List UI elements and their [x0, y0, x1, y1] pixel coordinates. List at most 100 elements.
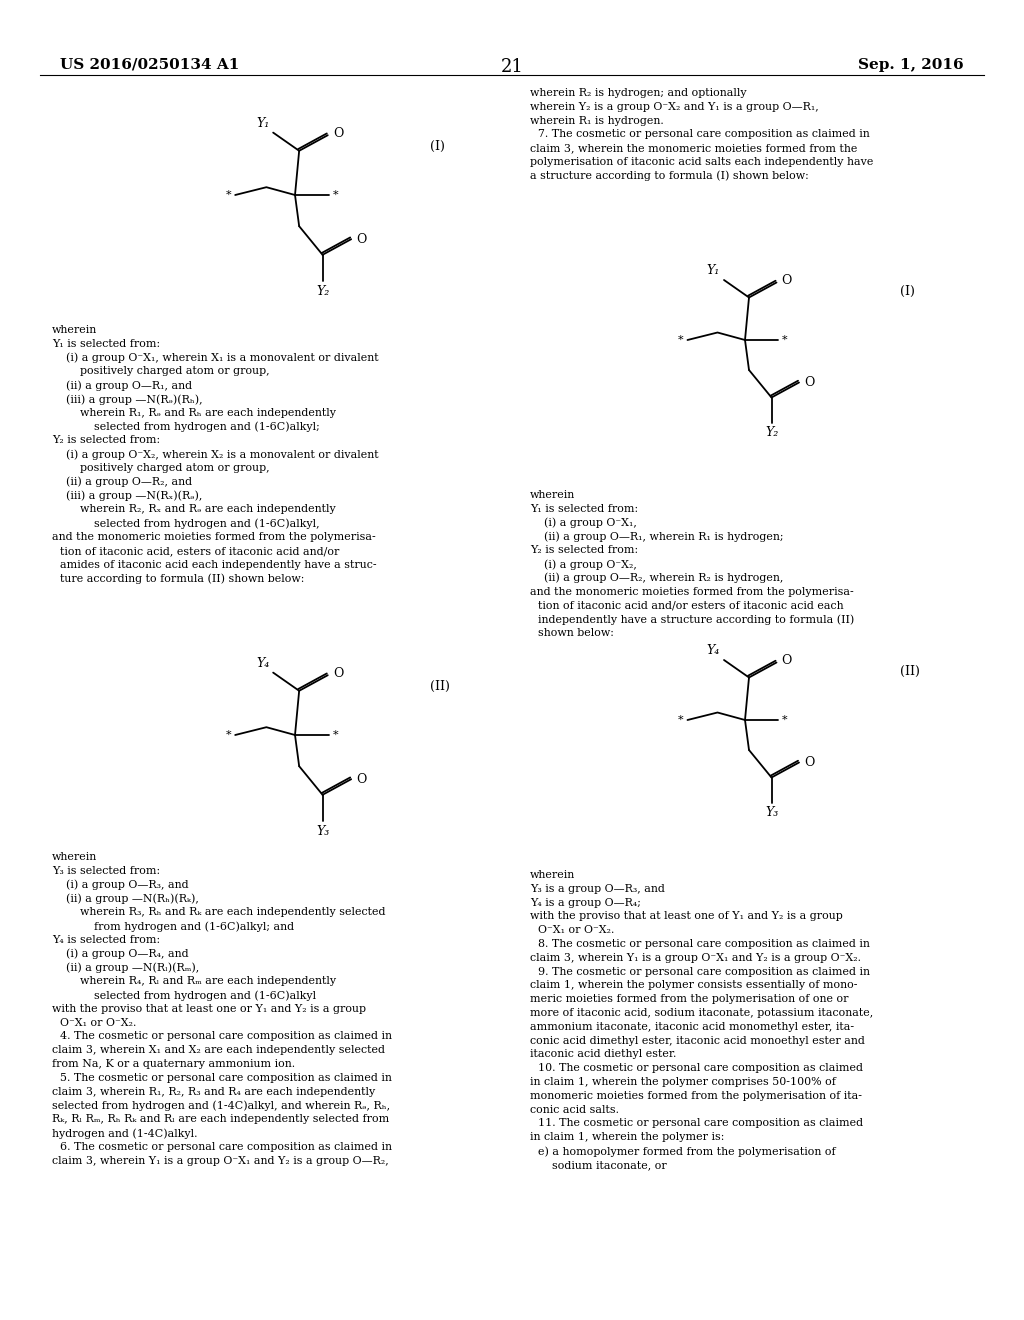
Text: amides of itaconic acid each independently have a struc-: amides of itaconic acid each independent…: [60, 560, 377, 570]
Text: *: *: [781, 715, 787, 725]
Text: wherein: wherein: [530, 490, 575, 500]
Text: wherein R₃, Rₕ and Rₖ are each independently selected: wherein R₃, Rₕ and Rₖ are each independe…: [80, 907, 385, 917]
Text: O: O: [333, 127, 343, 140]
Text: meric moieties formed from the polymerisation of one or: meric moieties formed from the polymeris…: [530, 994, 849, 1005]
Text: (ii) a group —N(Rₕ)(Rₖ),: (ii) a group —N(Rₕ)(Rₖ),: [66, 894, 199, 904]
Text: O⁻X₁ or O⁻X₂.: O⁻X₁ or O⁻X₂.: [60, 1018, 136, 1027]
Text: from Na, K or a quaternary ammonium ion.: from Na, K or a quaternary ammonium ion.: [52, 1059, 295, 1069]
Text: 8. The cosmetic or personal care composition as claimed in: 8. The cosmetic or personal care composi…: [538, 939, 869, 949]
Text: polymerisation of itaconic acid salts each independently have: polymerisation of itaconic acid salts ea…: [530, 157, 873, 168]
Text: selected from hydrogen and (1-6C)alkyl,: selected from hydrogen and (1-6C)alkyl,: [94, 519, 319, 529]
Text: (ii) a group O—R₁, and: (ii) a group O—R₁, and: [66, 380, 193, 391]
Text: (II): (II): [900, 665, 920, 678]
Text: claim 3, wherein Y₁ is a group O⁻X₁ and Y₂ is a group O—R₂,: claim 3, wherein Y₁ is a group O⁻X₁ and …: [52, 1155, 389, 1166]
Text: positively charged atom or group,: positively charged atom or group,: [80, 367, 269, 376]
Text: Y₁: Y₁: [256, 116, 269, 129]
Text: from hydrogen and (1-6C)alkyl; and: from hydrogen and (1-6C)alkyl; and: [94, 921, 294, 932]
Text: and the monomeric moieties formed from the polymerisa-: and the monomeric moieties formed from t…: [52, 532, 376, 543]
Text: wherein: wherein: [52, 325, 97, 335]
Text: 7. The cosmetic or personal care composition as claimed in: 7. The cosmetic or personal care composi…: [538, 129, 869, 140]
Text: 5. The cosmetic or personal care composition as claimed in: 5. The cosmetic or personal care composi…: [60, 1073, 392, 1082]
Text: *: *: [333, 730, 338, 741]
Text: Y₃ is selected from:: Y₃ is selected from:: [52, 866, 160, 875]
Text: Y₄: Y₄: [256, 656, 269, 669]
Text: independently have a structure according to formula (II): independently have a structure according…: [538, 614, 854, 624]
Text: Y₁: Y₁: [707, 264, 720, 277]
Text: hydrogen and (1-4C)alkyl.: hydrogen and (1-4C)alkyl.: [52, 1129, 198, 1139]
Text: (I): (I): [430, 140, 444, 153]
Text: *: *: [225, 730, 231, 741]
Text: e) a homopolymer formed from the polymerisation of: e) a homopolymer formed from the polymer…: [538, 1146, 836, 1156]
Text: tion of itaconic acid and/or esters of itaconic acid each: tion of itaconic acid and/or esters of i…: [538, 601, 844, 610]
Text: itaconic acid diethyl ester.: itaconic acid diethyl ester.: [530, 1049, 677, 1060]
Text: ammonium itaconate, itaconic acid monomethyl ester, ita-: ammonium itaconate, itaconic acid monome…: [530, 1022, 854, 1032]
Text: O⁻X₁ or O⁻X₂.: O⁻X₁ or O⁻X₂.: [538, 925, 614, 935]
Text: wherein: wherein: [52, 851, 97, 862]
Text: (I): (I): [900, 285, 914, 298]
Text: selected from hydrogen and (1-6C)alkyl: selected from hydrogen and (1-6C)alkyl: [94, 990, 316, 1001]
Text: monomeric moieties formed from the polymerisation of ita-: monomeric moieties formed from the polym…: [530, 1090, 862, 1101]
Text: (iii) a group —N(Rₓ)(Rₔ),: (iii) a group —N(Rₓ)(Rₔ),: [66, 491, 203, 502]
Text: in claim 1, wherein the polymer is:: in claim 1, wherein the polymer is:: [530, 1133, 724, 1142]
Text: (i) a group O⁻X₁,: (i) a group O⁻X₁,: [544, 517, 637, 528]
Text: US 2016/0250134 A1: US 2016/0250134 A1: [60, 58, 240, 73]
Text: in claim 1, wherein the polymer comprises 50-100% of: in claim 1, wherein the polymer comprise…: [530, 1077, 836, 1086]
Text: shown below:: shown below:: [538, 628, 613, 638]
Text: a structure according to formula (I) shown below:: a structure according to formula (I) sho…: [530, 170, 809, 181]
Text: (i) a group O—R₃, and: (i) a group O—R₃, and: [66, 879, 188, 890]
Text: positively charged atom or group,: positively charged atom or group,: [80, 463, 269, 473]
Text: selected from hydrogen and (1-4C)alkyl, and wherein Rₔ, Rₕ,: selected from hydrogen and (1-4C)alkyl, …: [52, 1101, 390, 1111]
Text: conic acid salts.: conic acid salts.: [530, 1105, 618, 1114]
Text: 11. The cosmetic or personal care composition as claimed: 11. The cosmetic or personal care compos…: [538, 1118, 863, 1129]
Text: (ii) a group O—R₁, wherein R₁ is hydrogen;: (ii) a group O—R₁, wherein R₁ is hydroge…: [544, 532, 783, 543]
Text: wherein Y₂ is a group O⁻X₂ and Y₁ is a group O—R₁,: wherein Y₂ is a group O⁻X₂ and Y₁ is a g…: [530, 102, 819, 112]
Text: Y₃: Y₃: [765, 807, 778, 820]
Text: (iii) a group —N(Rₔ)(Rₕ),: (iii) a group —N(Rₔ)(Rₕ),: [66, 393, 203, 404]
Text: *: *: [678, 335, 683, 345]
Text: claim 1, wherein the polymer consists essentially of mono-: claim 1, wherein the polymer consists es…: [530, 981, 857, 990]
Text: Y₄ is selected from:: Y₄ is selected from:: [52, 935, 160, 945]
Text: wherein R₂ is hydrogen; and optionally: wherein R₂ is hydrogen; and optionally: [530, 88, 746, 98]
Text: (i) a group O—R₄, and: (i) a group O—R₄, and: [66, 949, 188, 960]
Text: Rₖ, Rₗ Rₘ, Rₕ Rₖ and Rₗ are each independently selected from: Rₖ, Rₗ Rₘ, Rₕ Rₖ and Rₗ are each indepen…: [52, 1114, 389, 1125]
Text: wherein R₁ is hydrogen.: wherein R₁ is hydrogen.: [530, 116, 664, 125]
Text: Y₃ is a group O—R₃, and: Y₃ is a group O—R₃, and: [530, 884, 665, 894]
Text: *: *: [333, 190, 338, 201]
Text: sodium itaconate, or: sodium itaconate, or: [552, 1160, 667, 1170]
Text: O: O: [804, 376, 814, 389]
Text: Sep. 1, 2016: Sep. 1, 2016: [858, 58, 964, 73]
Text: O: O: [356, 772, 367, 785]
Text: with the proviso that at least one of Y₁ and Y₂ is a group: with the proviso that at least one of Y₁…: [530, 911, 843, 921]
Text: wherein R₄, Rₗ and Rₘ are each independently: wherein R₄, Rₗ and Rₘ are each independe…: [80, 977, 336, 986]
Text: with the proviso that at least one or Y₁ and Y₂ is a group: with the proviso that at least one or Y₁…: [52, 1003, 366, 1014]
Text: tion of itaconic acid, esters of itaconic acid and/or: tion of itaconic acid, esters of itaconi…: [60, 545, 339, 556]
Text: wherein R₁, Rₔ and Rₕ are each independently: wherein R₁, Rₔ and Rₕ are each independe…: [80, 408, 336, 418]
Text: (ii) a group O—R₂, and: (ii) a group O—R₂, and: [66, 477, 193, 487]
Text: O: O: [781, 275, 792, 286]
Text: (i) a group O⁻X₂, wherein X₂ is a monovalent or divalent: (i) a group O⁻X₂, wherein X₂ is a monova…: [66, 449, 379, 459]
Text: Y₄ is a group O—R₄;: Y₄ is a group O—R₄;: [530, 898, 641, 908]
Text: wherein R₂, Rₓ and Rₔ are each independently: wherein R₂, Rₓ and Rₔ are each independe…: [80, 504, 336, 515]
Text: conic acid dimethyl ester, itaconic acid monoethyl ester and: conic acid dimethyl ester, itaconic acid…: [530, 1036, 865, 1045]
Text: (i) a group O⁻X₂,: (i) a group O⁻X₂,: [544, 558, 637, 569]
Text: 21: 21: [501, 58, 523, 77]
Text: wherein: wherein: [530, 870, 575, 880]
Text: 9. The cosmetic or personal care composition as claimed in: 9. The cosmetic or personal care composi…: [538, 966, 870, 977]
Text: O: O: [333, 667, 343, 680]
Text: and the monomeric moieties formed from the polymerisa-: and the monomeric moieties formed from t…: [530, 586, 854, 597]
Text: O: O: [781, 653, 792, 667]
Text: selected from hydrogen and (1-6C)alkyl;: selected from hydrogen and (1-6C)alkyl;: [94, 421, 319, 432]
Text: 10. The cosmetic or personal care composition as claimed: 10. The cosmetic or personal care compos…: [538, 1063, 863, 1073]
Text: *: *: [678, 715, 683, 725]
Text: claim 3, wherein the monomeric moieties formed from the: claim 3, wherein the monomeric moieties …: [530, 143, 857, 153]
Text: Y₄: Y₄: [707, 644, 720, 657]
Text: more of itaconic acid, sodium itaconate, potassium itaconate,: more of itaconic acid, sodium itaconate,…: [530, 1008, 873, 1018]
Text: claim 3, wherein R₁, R₂, R₃ and R₄ are each independently: claim 3, wherein R₁, R₂, R₃ and R₄ are e…: [52, 1086, 375, 1097]
Text: 6. The cosmetic or personal care composition as claimed in: 6. The cosmetic or personal care composi…: [60, 1142, 392, 1152]
Text: Y₁ is selected from:: Y₁ is selected from:: [530, 504, 638, 513]
Text: O: O: [356, 232, 367, 246]
Text: Y₂ is selected from:: Y₂ is selected from:: [530, 545, 638, 556]
Text: Y₂: Y₂: [765, 426, 778, 440]
Text: (II): (II): [430, 680, 450, 693]
Text: *: *: [225, 190, 231, 201]
